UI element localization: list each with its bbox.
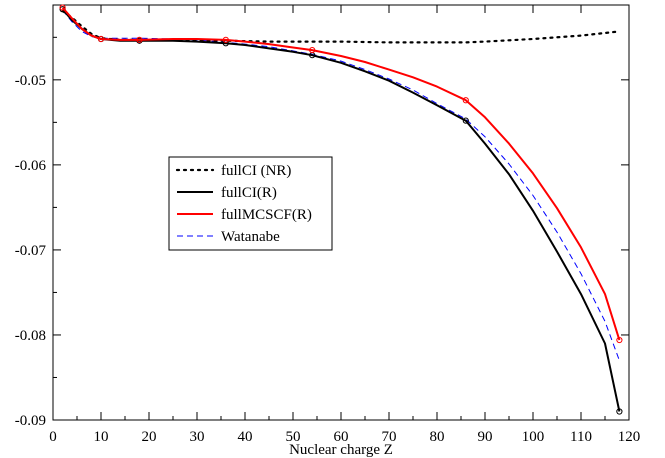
legend: fullCI (NR) fullCI(R) fullMCSCF(R) Watanabe bbox=[168, 156, 333, 251]
x-tick-label: 80 bbox=[430, 429, 445, 445]
series-marker-2 bbox=[616, 336, 623, 344]
x-tick-label: 50 bbox=[286, 429, 301, 445]
series-marker-2 bbox=[59, 4, 66, 11]
series-marker-2 bbox=[97, 35, 105, 43]
y-tick-label: -0.09 bbox=[15, 413, 46, 429]
x-tick-label: 100 bbox=[522, 429, 545, 445]
legend-label-1: fullCI(R) bbox=[221, 185, 277, 201]
y-tick-label: -0.05 bbox=[15, 73, 46, 89]
x-tick-label: 110 bbox=[570, 429, 592, 445]
x-tick-label: 60 bbox=[334, 429, 349, 445]
series-marker-1 bbox=[616, 408, 623, 415]
legend-label-3: Watanabe bbox=[221, 229, 280, 245]
x-axis-ticks: 0 10 20 30 40 50 60 70 80 90 100 110 120 bbox=[49, 5, 640, 445]
x-tick-label: 30 bbox=[190, 429, 205, 445]
series-marker-2 bbox=[222, 36, 229, 43]
legend-label-2: fullMCSCF(R) bbox=[221, 207, 312, 223]
plot-frame bbox=[52, 4, 630, 421]
x-tick-label: 40 bbox=[238, 429, 253, 445]
legend-label-0: fullCI (NR) bbox=[221, 163, 291, 179]
series-marker-2 bbox=[136, 36, 143, 43]
series-marker-2 bbox=[462, 97, 469, 104]
y-tick-label: -0.08 bbox=[15, 328, 46, 344]
x-axis-label: Nuclear charge Z bbox=[289, 442, 393, 458]
x-tick-label: 20 bbox=[142, 429, 157, 445]
series-layer bbox=[59, 4, 623, 415]
y-tick-label: -0.06 bbox=[15, 158, 47, 174]
series-line-1 bbox=[61, 8, 621, 412]
x-tick-label: 120 bbox=[618, 429, 641, 445]
legend-box bbox=[168, 156, 333, 251]
x-tick-label: 70 bbox=[382, 429, 397, 445]
x-tick-label: 0 bbox=[49, 429, 57, 445]
x-tick-label: 10 bbox=[94, 429, 109, 445]
series-marker-1 bbox=[462, 117, 469, 124]
y-tick-label: -0.07 bbox=[15, 243, 47, 259]
series-line-0 bbox=[61, 9, 621, 44]
series-marker-2 bbox=[309, 46, 316, 54]
x-tick-label: 90 bbox=[478, 429, 493, 445]
y-axis-ticks: -0.09 -0.08 -0.07 -0.06 -0.05 bbox=[15, 36, 629, 429]
series-line-2 bbox=[61, 6, 621, 341]
